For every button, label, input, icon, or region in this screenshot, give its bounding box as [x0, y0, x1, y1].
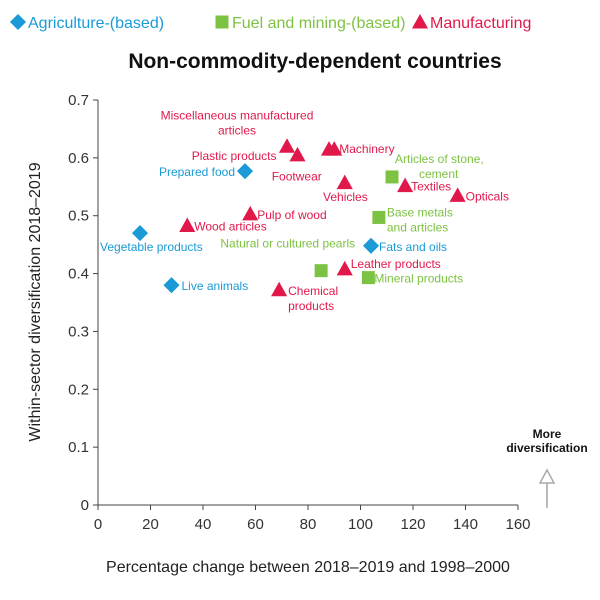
point-label: and articles [387, 220, 448, 234]
point-label: Miscellaneous manufactured [161, 108, 314, 122]
legend-entry: Fuel and mining-(based) [215, 15, 405, 32]
point-label: Opticals [466, 189, 509, 203]
data-point [271, 281, 288, 297]
legend-label: Manufacturing [430, 15, 531, 32]
point-label: Leather products [351, 257, 441, 271]
x-tick-label: 60 [247, 516, 264, 533]
point-label: Pulp of wood [257, 208, 326, 222]
annotation-text: More [533, 427, 562, 441]
data-points [131, 138, 466, 297]
data-point [278, 138, 296, 153]
data-point [372, 210, 386, 224]
point-label: Fats and oils [379, 240, 447, 254]
point-label: Textiles [411, 180, 451, 194]
data-point [397, 177, 414, 193]
data-point [336, 260, 353, 276]
x-tick-label: 20 [142, 516, 159, 533]
y-tick-label: 0 [81, 497, 89, 514]
y-tick-label: 0.6 [68, 150, 89, 167]
y-tick-label: 0.1 [68, 439, 89, 456]
legend-entry: Manufacturing [411, 13, 531, 32]
x-tick-label: 40 [195, 516, 212, 533]
legend-diamond-icon [9, 13, 27, 31]
data-point [289, 146, 306, 162]
point-labels: Vegetable products Live animals Prepared f… [100, 108, 509, 312]
point-label: Mineral products [374, 272, 463, 286]
data-point [236, 163, 254, 180]
x-axis-title: Percentage change between 2018–2019 and … [106, 559, 510, 576]
point-label: articles [218, 123, 256, 137]
data-point [163, 277, 180, 294]
chart-title: Non-commodity-dependent countries [128, 50, 501, 73]
y-tick-label: 0.4 [68, 266, 89, 283]
x-tick-label: 100 [348, 516, 373, 533]
point-label: Vehicles [323, 190, 368, 204]
legend-square-icon [215, 15, 229, 29]
y-tick-label: 0.2 [68, 381, 89, 398]
y-axis-title: Within-sector diversification 2018–2019 [27, 162, 44, 441]
annotation-text: diversification [506, 441, 587, 455]
point-label: Base metals [387, 205, 453, 219]
point-label: Prepared food [159, 165, 235, 179]
point-label: Vegetable products [100, 240, 203, 254]
data-point [326, 141, 343, 156]
point-label: Plastic products [192, 149, 277, 163]
y-tick-label: 0.5 [68, 208, 89, 225]
data-point [361, 271, 375, 285]
point-label: Live animals [182, 279, 249, 293]
x-tick-label: 120 [400, 516, 425, 533]
legend-triangle-icon [411, 13, 429, 29]
data-point [131, 225, 149, 242]
x-tick-label: 0 [94, 516, 102, 533]
legend-entry: Agriculture-(based) [9, 13, 164, 32]
point-label: Articles of stone, [395, 152, 484, 166]
legend: Agriculture-(based) Fuel and mining-(base… [9, 13, 531, 32]
x-tick-label: 80 [300, 516, 317, 533]
x-tick-label: 140 [453, 516, 478, 533]
point-label: Chemical [288, 284, 338, 298]
y-tick-label: 0.7 [68, 92, 89, 109]
data-point [336, 174, 353, 190]
point-label: products [288, 299, 334, 313]
point-label: cement [419, 167, 459, 181]
point-label: Natural or cultured pearls [220, 237, 355, 251]
arrow-up-icon [538, 468, 556, 484]
legend-label: Fuel and mining-(based) [232, 15, 405, 32]
data-point [449, 187, 466, 202]
point-label: Wood articles [194, 220, 266, 234]
legend-label: Agriculture-(based) [28, 15, 164, 32]
x-tick-label: 160 [505, 516, 530, 533]
axes: 0 20 40 60 80 100 120 140 160 0 0.1 0.2 0.3 0.4 0.5 0.6… [68, 92, 530, 533]
data-point [242, 205, 259, 221]
data-point [362, 237, 380, 254]
data-point [179, 217, 196, 232]
data-point [314, 264, 328, 278]
data-point [385, 170, 399, 184]
point-label: Footwear [272, 170, 322, 184]
y-tick-label: 0.3 [68, 323, 89, 340]
point-label: Machinery [339, 142, 394, 156]
